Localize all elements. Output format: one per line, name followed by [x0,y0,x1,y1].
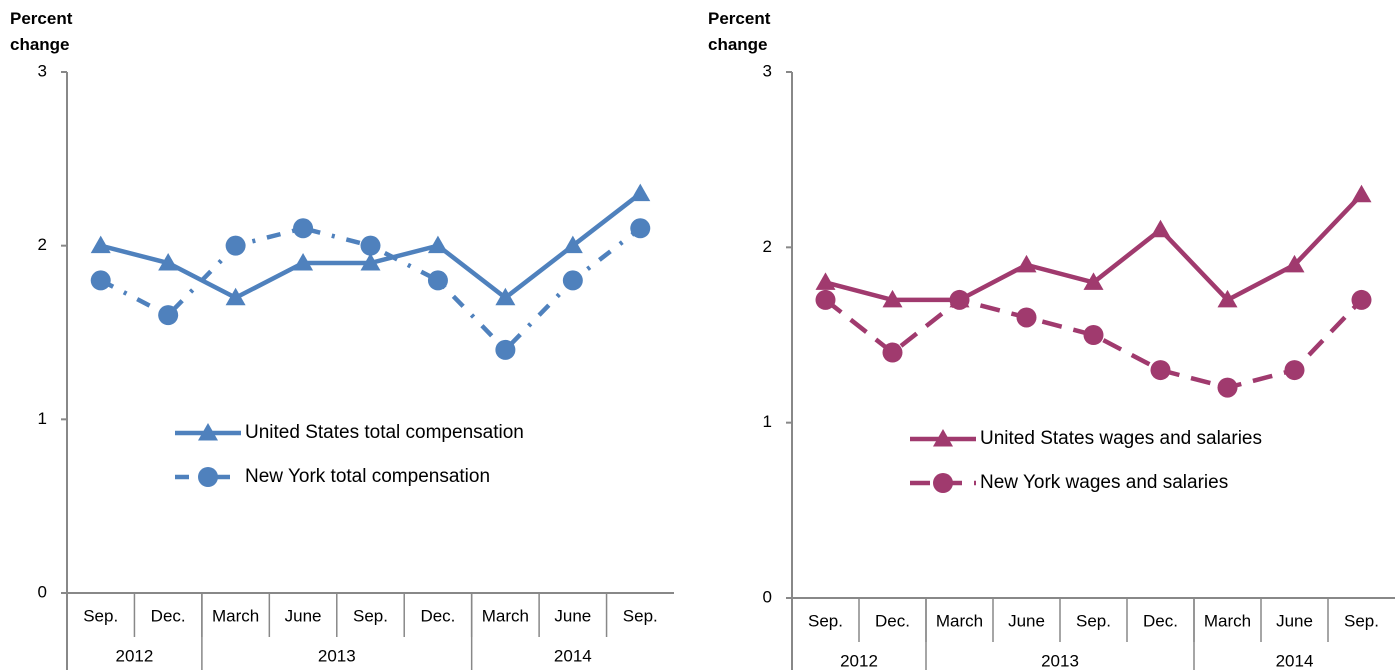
marker [1284,360,1305,381]
y-tick-label: 1 [38,409,47,428]
marker [1083,272,1104,290]
y-tick-label: 0 [763,587,772,606]
marker [427,235,448,254]
year-label: 2013 [318,646,356,665]
x-tick-label: Sep. [1344,611,1379,630]
legend-label: New York total compensation [245,466,490,487]
marker [815,289,836,310]
marker [360,235,381,256]
series-line [824,297,1364,390]
x-tick-label: Sep. [808,611,843,630]
marker [1150,219,1171,238]
marker [158,253,179,271]
x-tick-label: March [482,606,529,625]
y-axis-label: Percent change [708,9,771,54]
year-label: 2014 [554,646,592,665]
marker [158,305,179,326]
x-tick-label: Dec. [1143,611,1178,630]
year-label: 2013 [1041,651,1079,670]
marker [225,235,246,256]
legend-marker [933,473,953,493]
x-tick-label: March [1204,611,1251,630]
x-tick-label: March [936,611,983,630]
marker [1351,184,1372,203]
x-tick-label: Dec. [875,611,910,630]
legend-label: United States wages and salaries [980,428,1262,449]
marker [1351,289,1372,310]
x-tick-label: Dec. [151,606,186,625]
marker [1217,289,1238,308]
marker [562,235,583,254]
marker [225,287,246,306]
year-label: 2014 [1276,651,1314,670]
x-tick-label: Sep. [1076,611,1111,630]
x-tick-label: Sep. [83,606,118,625]
y-tick-label: 3 [38,61,47,80]
marker [293,253,314,271]
legend-marker [198,467,218,487]
y-tick-label: 0 [38,582,47,601]
y-tick-label: 1 [763,412,772,431]
x-tick-label: Sep. [353,606,388,625]
x-tick-label: Sep. [623,606,658,625]
marker [293,218,314,239]
marker [1016,254,1037,273]
x-tick-label: March [212,606,259,625]
y-tick-label: 2 [763,237,772,256]
legend-marker [198,423,218,441]
marker [495,287,516,306]
marker [1284,254,1305,273]
year-label: 2012 [116,646,154,665]
marker [949,289,970,310]
y-tick-label: 2 [38,235,47,254]
x-tick-label: June [1008,611,1045,630]
x-tick-label: June [1276,611,1313,630]
marker [882,289,903,308]
marker [427,270,448,291]
x-tick-label: June [554,606,591,625]
x-tick-label: Dec. [420,606,455,625]
x-tick-label: June [285,606,322,625]
legend-marker [933,429,953,447]
marker [495,339,516,360]
series [815,184,1372,308]
y-axis-label: Percent change [10,9,73,54]
marker [815,272,836,290]
y-tick-label: 3 [763,61,772,80]
marker [90,235,111,254]
marker [630,183,651,202]
marker [1016,307,1037,328]
legend-label: United States total compensation [245,422,524,443]
marker [1083,325,1104,345]
series [815,289,1372,398]
marker [882,342,903,363]
marker [360,253,381,271]
marker [562,270,583,291]
marker [1217,377,1238,398]
series [90,218,651,360]
marker [90,270,111,291]
marker [630,218,651,239]
series-line [99,225,642,354]
legend-label: New York wages and salaries [980,472,1228,493]
year-label: 2012 [840,651,878,670]
marker [1150,360,1171,381]
series [90,183,651,306]
